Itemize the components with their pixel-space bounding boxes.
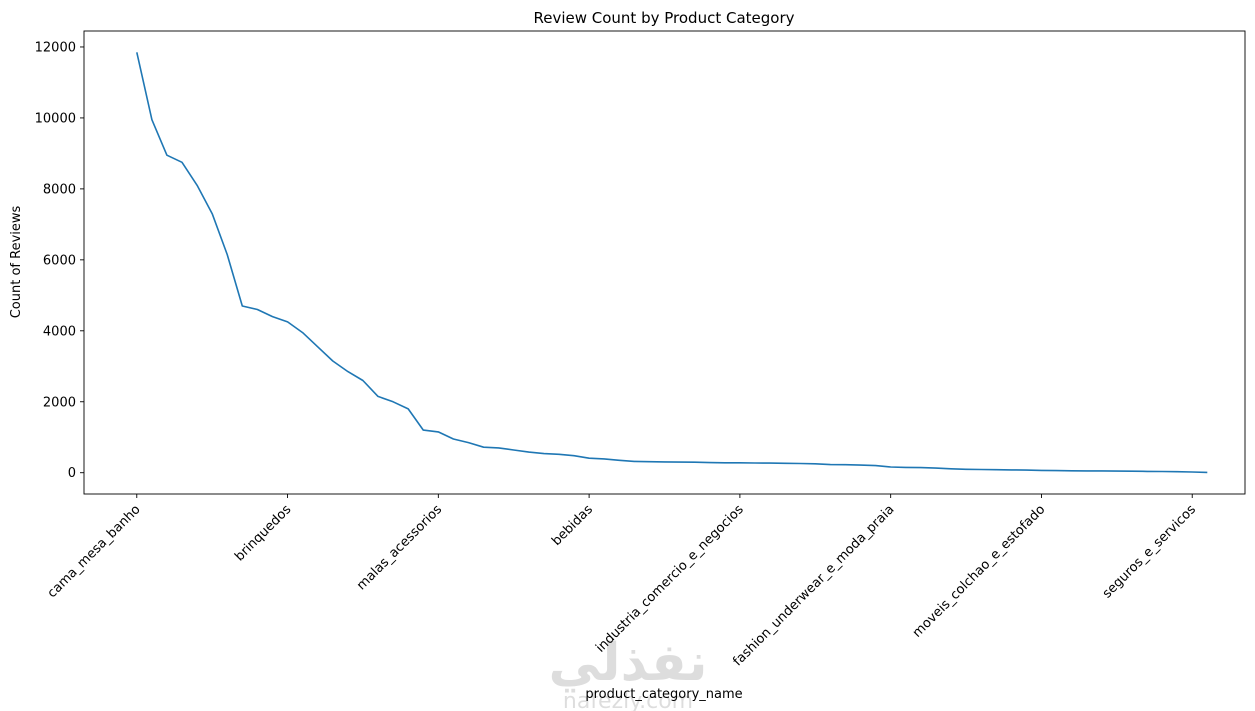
y-tick-label: 10000 bbox=[35, 111, 76, 126]
chart-title: Review Count by Product Category bbox=[533, 9, 794, 27]
watermark-logo: نفذلي nafezly.com bbox=[548, 633, 707, 711]
x-tick-label: fashion_underwear_e_moda_praia bbox=[730, 502, 897, 669]
x-tick-label: moveis_colchao_e_estofado bbox=[910, 502, 1048, 640]
y-tick-label: 12000 bbox=[35, 40, 76, 55]
x-tick-label: bebidas bbox=[549, 502, 596, 549]
y-axis-title: Count of Reviews bbox=[9, 205, 24, 318]
watermark-text: نفذلي bbox=[548, 633, 707, 693]
x-tick-label: malas_acessorios bbox=[354, 502, 445, 593]
x-tick-label: brinquedos bbox=[232, 502, 294, 564]
series-line-0 bbox=[136, 52, 1208, 474]
y-axis: 0 2000 4000 6000 8000 10000 12000 bbox=[35, 40, 84, 481]
y-tick-label: 4000 bbox=[43, 324, 76, 339]
x-tick-label: cama_mesa_banho bbox=[45, 502, 144, 601]
x-axis-title: product_category_name bbox=[585, 687, 742, 702]
x-tick-label: seguros_e_servicos bbox=[1100, 502, 1199, 601]
plot-frame bbox=[83, 30, 1246, 495]
watermark-subtext: nafezly.com bbox=[563, 689, 693, 711]
y-tick-label: 8000 bbox=[43, 182, 76, 197]
plot-area bbox=[83, 30, 1246, 495]
y-tick-label: 0 bbox=[68, 466, 76, 481]
y-tick-label: 2000 bbox=[43, 395, 76, 410]
y-tick-label: 6000 bbox=[43, 253, 76, 268]
